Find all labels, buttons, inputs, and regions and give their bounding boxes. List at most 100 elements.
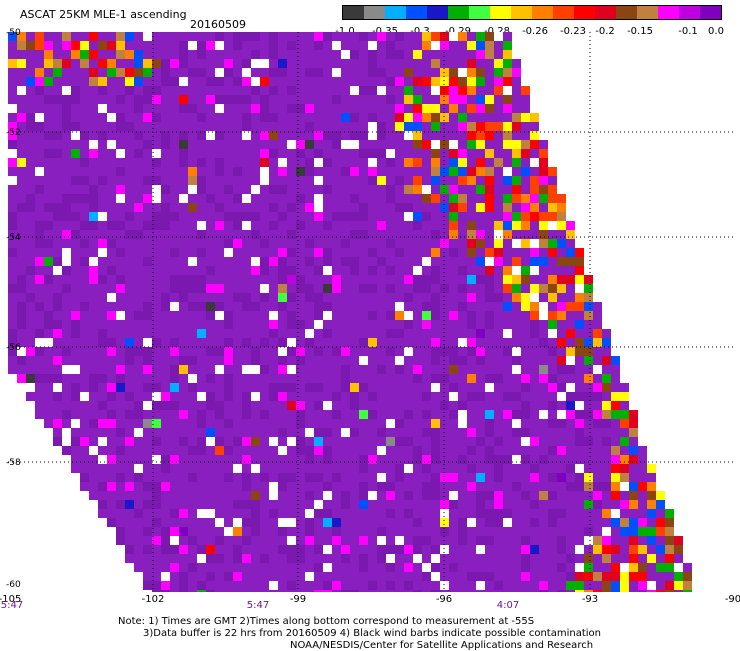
- data-cell: [521, 572, 530, 581]
- satellite-map: [8, 32, 733, 592]
- data-cell: [557, 374, 566, 383]
- data-cell: [89, 77, 98, 86]
- data-cell: [512, 95, 521, 104]
- data-cell: [620, 401, 629, 410]
- data-cell: [512, 563, 521, 572]
- data-cell: [359, 293, 368, 302]
- data-cell: [413, 140, 422, 149]
- data-cell: [224, 401, 233, 410]
- data-cell: [494, 410, 503, 419]
- data-cell: [485, 167, 494, 176]
- data-cell: [287, 338, 296, 347]
- data-cell: [449, 437, 458, 446]
- data-cell: [422, 509, 431, 518]
- data-cell: [350, 455, 359, 464]
- data-cell: [431, 185, 440, 194]
- data-cell: [386, 347, 395, 356]
- data-cell: [98, 392, 107, 401]
- data-cell: [269, 590, 278, 592]
- data-cell: [512, 302, 521, 311]
- data-cell: [332, 392, 341, 401]
- data-cell: [350, 536, 359, 545]
- data-cell: [134, 428, 143, 437]
- data-cell: [584, 536, 593, 545]
- data-cell: [395, 221, 404, 230]
- data-cell: [179, 122, 188, 131]
- data-cell: [260, 410, 269, 419]
- data-cell: [80, 158, 89, 167]
- data-cell: [422, 266, 431, 275]
- data-cell: [359, 68, 368, 77]
- data-cell: [548, 527, 557, 536]
- data-cell: [548, 455, 557, 464]
- data-cell: [269, 329, 278, 338]
- data-cell: [593, 482, 602, 491]
- data-cell: [143, 347, 152, 356]
- data-cell: [278, 41, 287, 50]
- data-cell: [89, 401, 98, 410]
- data-cell: [296, 347, 305, 356]
- data-cell: [566, 500, 575, 509]
- data-cell: [404, 320, 413, 329]
- data-cell: [323, 221, 332, 230]
- data-cell: [215, 266, 224, 275]
- data-cell: [224, 455, 233, 464]
- data-cell: [62, 401, 71, 410]
- data-cell: [341, 131, 350, 140]
- color-scale-tick-label: -0.1: [678, 26, 698, 37]
- data-cell: [566, 248, 575, 257]
- data-cell: [404, 383, 413, 392]
- data-cell: [278, 221, 287, 230]
- data-cell: [116, 230, 125, 239]
- data-cell: [386, 572, 395, 581]
- data-cell: [413, 563, 422, 572]
- data-cell: [188, 203, 197, 212]
- data-cell: [368, 464, 377, 473]
- data-cell: [296, 302, 305, 311]
- data-cell: [458, 149, 467, 158]
- data-cell: [107, 149, 116, 158]
- data-cell: [179, 158, 188, 167]
- data-cell: [26, 95, 35, 104]
- data-cell: [188, 554, 197, 563]
- data-cell: [44, 32, 53, 41]
- data-cell: [71, 50, 80, 59]
- data-cell: [314, 41, 323, 50]
- data-cell: [593, 464, 602, 473]
- data-cell: [170, 122, 179, 131]
- data-cell: [278, 50, 287, 59]
- data-cell: [359, 248, 368, 257]
- data-cell: [377, 122, 386, 131]
- data-cell: [287, 86, 296, 95]
- data-cell: [467, 410, 476, 419]
- data-cell: [584, 572, 593, 581]
- data-cell: [62, 41, 71, 50]
- data-cell: [170, 491, 179, 500]
- data-cell: [206, 563, 215, 572]
- data-cell: [368, 50, 377, 59]
- data-cell: [512, 311, 521, 320]
- data-cell: [413, 491, 422, 500]
- data-cell: [512, 131, 521, 140]
- data-cell: [260, 401, 269, 410]
- data-cell: [35, 86, 44, 95]
- data-cell: [395, 293, 404, 302]
- data-cell: [170, 50, 179, 59]
- data-cell: [512, 221, 521, 230]
- data-cell: [422, 41, 431, 50]
- data-cell: [386, 104, 395, 113]
- data-cell: [512, 446, 521, 455]
- data-cell: [287, 257, 296, 266]
- data-cell: [494, 572, 503, 581]
- data-cell: [593, 365, 602, 374]
- data-cell: [8, 365, 17, 374]
- data-cell: [431, 455, 440, 464]
- data-cell: [152, 167, 161, 176]
- data-cell: [404, 527, 413, 536]
- data-cell: [62, 410, 71, 419]
- data-cell: [440, 446, 449, 455]
- color-scale-tick-label: -0.35: [372, 26, 398, 37]
- data-cell: [503, 590, 512, 592]
- data-cell: [359, 491, 368, 500]
- data-cell: [584, 455, 593, 464]
